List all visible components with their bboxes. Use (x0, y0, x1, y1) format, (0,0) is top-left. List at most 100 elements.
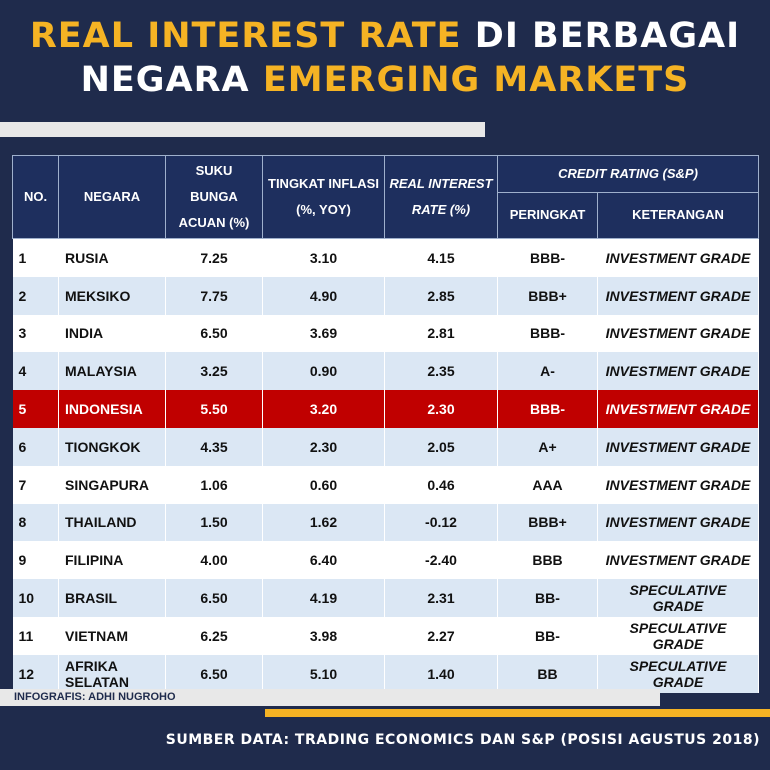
table-cell: MALAYSIA (58, 352, 166, 391)
table-cell: BBB- (497, 390, 598, 428)
table-cell: 2.35 (384, 352, 498, 391)
table-cell: 4.19 (262, 579, 385, 617)
table-row: 12 AFRIKA SELATAN 6.50 5.10 1.40 BB SPECULATIV… (12, 654, 759, 693)
credit: INFOGRAFIS: ADHI NUGROHO (14, 691, 176, 703)
table-cell: 12 (12, 654, 59, 693)
table-cell: RUSIA (58, 238, 166, 277)
divider (0, 122, 485, 137)
table-cell: INVESTMENT GRADE (597, 276, 759, 315)
table-cell: 5 (12, 390, 59, 428)
table-cell: 2.31 (384, 579, 498, 617)
table-row: 3 INDIA 6.50 3.69 2.81 BBB- INVESTMENT GRADE (12, 314, 759, 353)
table-cell: FILIPINA (58, 541, 166, 580)
table-cell: INDIA (58, 314, 166, 353)
table-cell: 2.05 (384, 427, 498, 466)
column-header: TINGKAT INFLASI (%, YOY) (262, 155, 385, 239)
table-cell: 2.30 (384, 390, 498, 428)
title-part: EMERGING MARKETS (262, 60, 690, 100)
table-row: 11 VIETNAM 6.25 3.98 2.27 BB- SPECULATIVE GRAD… (12, 616, 759, 655)
column-header: CREDIT RATING (S&P) (497, 155, 759, 193)
table-cell: TIONGKOK (58, 427, 166, 466)
table-cell: 3.10 (262, 238, 385, 277)
table-row: 10 BRASIL 6.50 4.19 2.31 BB- SPECULATIVE GRADE (12, 579, 759, 617)
table-cell: BBB+ (497, 503, 598, 542)
table-cell: 9 (12, 541, 59, 580)
title-part: NEGARA (80, 60, 250, 100)
table-cell: INVESTMENT GRADE (597, 352, 759, 391)
table-cell: -2.40 (384, 541, 498, 580)
rate-table: NO. NEGARA SUKU BUNGA ACUAN (%) TINGKAT … (12, 155, 759, 693)
table-cell: A- (497, 352, 598, 391)
table-row: 4 MALAYSIA 3.25 0.90 2.35 A- INVESTMENT GRADE (12, 352, 759, 391)
table-cell: 4.90 (262, 276, 385, 315)
table-cell: BBB+ (497, 276, 598, 315)
table-cell: 3.98 (262, 616, 385, 655)
table-cell: INVESTMENT GRADE (597, 465, 759, 504)
table-cell: 6.50 (165, 654, 263, 693)
table-cell: SPECULATIVE GRADE (597, 654, 759, 693)
table-cell: 2 (12, 276, 59, 315)
table-cell: SPECULATIVE GRADE (597, 616, 759, 655)
table-cell: 0.46 (384, 465, 498, 504)
title-line: NEGARA EMERGING MARKETS (0, 60, 770, 100)
table-cell: AFRIKA SELATAN (58, 654, 166, 693)
table-cell: 4.00 (165, 541, 263, 580)
table-cell: INVESTMENT GRADE (597, 541, 759, 580)
table-cell: BB (497, 654, 598, 693)
table-cell: 3 (12, 314, 59, 353)
table-cell: MEKSIKO (58, 276, 166, 315)
column-header: NO. (12, 155, 59, 239)
table-cell: 1.50 (165, 503, 263, 542)
table-cell: SPECULATIVE GRADE (597, 579, 759, 617)
table-row: 8 THAILAND 1.50 1.62 -0.12 BBB+ INVESTMENT GRA… (12, 503, 759, 542)
table-cell: 2.85 (384, 276, 498, 315)
table-cell: 11 (12, 616, 59, 655)
table-cell: 3.69 (262, 314, 385, 353)
table-cell: 4 (12, 352, 59, 391)
table-cell: 6.25 (165, 616, 263, 655)
table-cell: INVESTMENT GRADE (597, 238, 759, 277)
table-cell: INVESTMENT GRADE (597, 390, 759, 428)
table-cell: 3.25 (165, 352, 263, 391)
table-cell: BBB (497, 541, 598, 580)
table-row: 5 INDONESIA 5.50 3.20 2.30 BBB- INVESTMENT GRA… (12, 390, 759, 428)
table-cell: INVESTMENT GRADE (597, 314, 759, 353)
column-header: KETERANGAN (597, 191, 759, 240)
table-cell: THAILAND (58, 503, 166, 542)
table-cell: BBB- (497, 238, 598, 277)
table-cell: INVESTMENT GRADE (597, 427, 759, 466)
table-cell: 5.10 (262, 654, 385, 693)
title-line: REAL INTEREST RATE DI BERBAGAI (0, 16, 770, 56)
table-row: 9 FILIPINA 4.00 6.40 -2.40 BBB INVESTMENT GRAD… (12, 541, 759, 580)
table-cell: 6 (12, 427, 59, 466)
credit-bar (0, 689, 660, 706)
table-cell: A+ (497, 427, 598, 466)
table-cell: BRASIL (58, 579, 166, 617)
table-cell: 7 (12, 465, 59, 504)
table-cell: 1.62 (262, 503, 385, 542)
table-cell: 6.50 (165, 314, 263, 353)
table-row: 6 TIONGKOK 4.35 2.30 2.05 A+ INVESTMENT GRADE (12, 427, 759, 466)
table-cell: 0.60 (262, 465, 385, 504)
table-cell: 6.50 (165, 579, 263, 617)
table-cell: 3.20 (262, 390, 385, 428)
table-cell: 2.30 (262, 427, 385, 466)
table-cell: AAA (497, 465, 598, 504)
table-cell: 4.35 (165, 427, 263, 466)
table-cell: SINGAPURA (58, 465, 166, 504)
table-cell: 7.25 (165, 238, 263, 277)
table-cell: 2.27 (384, 616, 498, 655)
column-header: PERINGKAT (497, 191, 598, 240)
table-cell: 2.81 (384, 314, 498, 353)
table-cell: 1.40 (384, 654, 498, 693)
table-cell: 8 (12, 503, 59, 542)
table-cell: VIETNAM (58, 616, 166, 655)
title-part: REAL INTEREST RATE (29, 16, 462, 56)
column-header: NEGARA (58, 155, 166, 239)
table-row: 1 RUSIA 7.25 3.10 4.15 BBB- INVESTMENT GRADE (12, 238, 759, 277)
title-part: DI BERBAGAI (474, 16, 741, 56)
table-body: 1 RUSIA 7.25 3.10 4.15 BBB- INVESTMENT GRADE 2 M… (12, 238, 759, 693)
accent-strip (265, 709, 770, 717)
source: SUMBER DATA: TRADING ECONOMICS DAN S&P (… (165, 732, 760, 748)
